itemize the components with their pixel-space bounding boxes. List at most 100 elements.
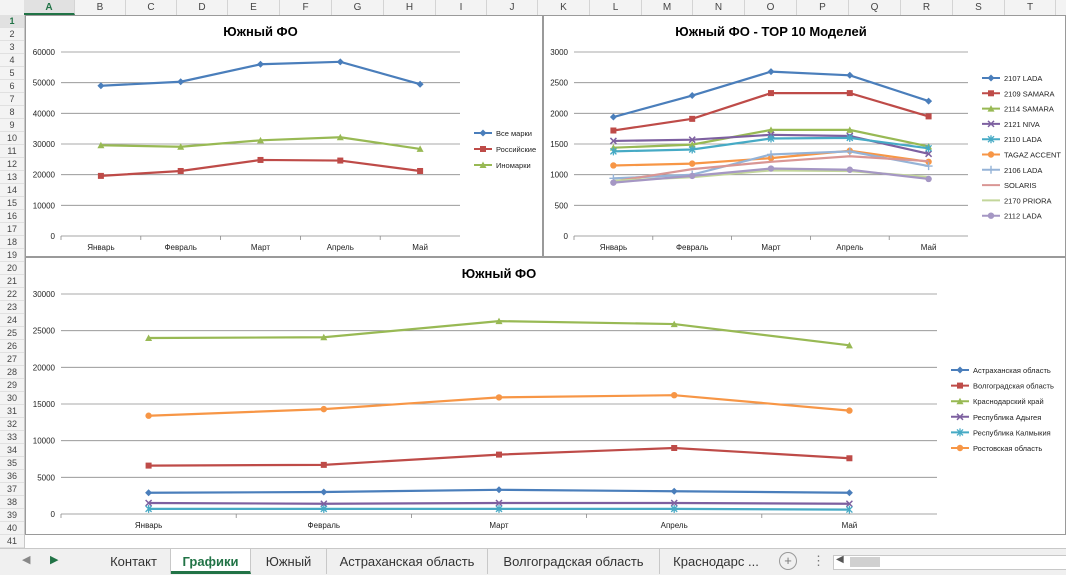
- row-header-18[interactable]: 18: [0, 236, 24, 249]
- row-header-11[interactable]: 11: [0, 145, 24, 158]
- series-2[interactable]: [145, 317, 853, 349]
- row-header-10[interactable]: 10: [0, 132, 24, 145]
- chart-regions[interactable]: Южный ФО 0 5000 10000 15000 20000 25000 30000 Ян…: [25, 257, 1066, 535]
- row-header-37[interactable]: 37: [0, 483, 24, 496]
- row-header-25[interactable]: 25: [0, 327, 24, 340]
- tab-options-icon[interactable]: ⋮: [812, 553, 825, 568]
- row-header-40[interactable]: 40: [0, 522, 24, 535]
- row-header-39[interactable]: 39: [0, 509, 24, 522]
- row-header-7[interactable]: 7: [0, 93, 24, 106]
- row-header-26[interactable]: 26: [0, 340, 24, 353]
- row-header-17[interactable]: 17: [0, 223, 24, 236]
- row-header-24[interactable]: 24: [0, 314, 24, 327]
- column-header-o[interactable]: O: [745, 0, 797, 15]
- row-header-31[interactable]: 31: [0, 405, 24, 418]
- row-header-41[interactable]: 41: [0, 535, 24, 548]
- series-line: [613, 91, 929, 132]
- row-header-20[interactable]: 20: [0, 262, 24, 275]
- data-point: [671, 392, 678, 399]
- column-header-k[interactable]: K: [538, 0, 590, 15]
- series-0[interactable]: [145, 486, 853, 497]
- column-header-j[interactable]: J: [487, 0, 538, 15]
- tab-scroll-left-icon[interactable]: ◀: [22, 554, 31, 566]
- series-1[interactable]: [97, 156, 424, 179]
- row-header-5[interactable]: 5: [0, 67, 24, 80]
- series-0[interactable]: [97, 58, 424, 90]
- row-header-8[interactable]: 8: [0, 106, 24, 119]
- series-1[interactable]: [610, 90, 932, 134]
- row-header-15[interactable]: 15: [0, 197, 24, 210]
- row-header-19[interactable]: 19: [0, 249, 24, 262]
- row-header-27[interactable]: 27: [0, 353, 24, 366]
- row-header-38[interactable]: 38: [0, 496, 24, 509]
- column-header-l[interactable]: L: [590, 0, 642, 15]
- chart-top10-models[interactable]: Южный ФО - TOP 10 Моделей 0 500 1000 1500 200…: [543, 15, 1066, 257]
- row-header-29[interactable]: 29: [0, 379, 24, 392]
- row-header-28[interactable]: 28: [0, 366, 24, 379]
- row-header-6[interactable]: 6: [0, 80, 24, 93]
- legend-marker: [479, 161, 487, 168]
- column-header-d[interactable]: D: [177, 0, 228, 15]
- column-header-h[interactable]: H: [384, 0, 436, 15]
- row-header-30[interactable]: 30: [0, 392, 24, 405]
- row-header-2[interactable]: 2: [0, 28, 24, 41]
- column-header-q[interactable]: Q: [849, 0, 901, 15]
- tab-scroll-right-icon[interactable]: ▶: [50, 554, 59, 566]
- series-5[interactable]: [145, 392, 853, 419]
- column-header-t[interactable]: T: [1005, 0, 1056, 15]
- tab-astrakhan[interactable]: Астраханская область: [327, 549, 488, 574]
- scroll-left-arrow-icon[interactable]: ◀: [836, 554, 844, 565]
- column-header-f[interactable]: F: [280, 0, 332, 15]
- column-header-e[interactable]: E: [228, 0, 280, 15]
- row-header-4[interactable]: 4: [0, 54, 24, 67]
- data-point: [416, 145, 424, 152]
- tab-kontakt[interactable]: Контакт: [97, 549, 171, 574]
- series-9[interactable]: [610, 165, 932, 186]
- row-header-33[interactable]: 33: [0, 431, 24, 444]
- add-sheet-icon[interactable]: +: [779, 552, 797, 570]
- column-header-a[interactable]: A: [24, 0, 75, 15]
- column-header-m[interactable]: M: [642, 0, 693, 15]
- row-header-35[interactable]: 35: [0, 457, 24, 470]
- legend-label: Астраханская область: [973, 366, 1051, 375]
- row-header-9[interactable]: 9: [0, 119, 24, 132]
- series-4[interactable]: [609, 133, 933, 156]
- series-0[interactable]: [609, 68, 933, 121]
- row-header-22[interactable]: 22: [0, 288, 24, 301]
- horizontal-scrollbar[interactable]: ◀: [833, 554, 1066, 570]
- scrollbar-thumb[interactable]: [850, 557, 880, 567]
- row-header-34[interactable]: 34: [0, 444, 24, 457]
- chart-total-sales[interactable]: Южный ФО 0 10000 20000 30000 40000 50000 60000 Я…: [25, 15, 543, 257]
- tab-volgograd[interactable]: Волгоградская область: [488, 549, 660, 574]
- row-header-32[interactable]: 32: [0, 418, 24, 431]
- row-header-1[interactable]: 1: [0, 15, 24, 28]
- legend-marker: [987, 105, 995, 112]
- series-2[interactable]: [97, 133, 424, 152]
- column-header-c[interactable]: C: [126, 0, 177, 15]
- row-header-16[interactable]: 16: [0, 210, 24, 223]
- column-header-s[interactable]: S: [953, 0, 1005, 15]
- column-header-n[interactable]: N: [693, 0, 745, 15]
- row-header-14[interactable]: 14: [0, 184, 24, 197]
- legend-marker: [987, 165, 995, 174]
- column-header-p[interactable]: P: [797, 0, 849, 15]
- column-header-b[interactable]: B: [75, 0, 126, 15]
- tab-krasnodar[interactable]: Краснодарс ...: [673, 554, 759, 569]
- series-7[interactable]: [613, 155, 929, 183]
- row-header-21[interactable]: 21: [0, 275, 24, 288]
- y-tick-label: 50000: [33, 79, 56, 88]
- tab-yuzhny[interactable]: Южный: [251, 549, 327, 574]
- row-header-12[interactable]: 12: [0, 158, 24, 171]
- sheet-tab-bar: ◀ ▶ Контакт Графики Южный Астраханская о…: [0, 548, 1066, 575]
- column-header-i[interactable]: I: [436, 0, 487, 15]
- row-header-3[interactable]: 3: [0, 41, 24, 54]
- series-1[interactable]: [145, 445, 853, 469]
- column-header-r[interactable]: R: [901, 0, 953, 15]
- series-4[interactable]: [145, 504, 853, 514]
- column-header-g[interactable]: G: [332, 0, 384, 15]
- tab-grafiki[interactable]: Графики: [171, 549, 251, 574]
- row-header-23[interactable]: 23: [0, 301, 24, 314]
- row-header-13[interactable]: 13: [0, 171, 24, 184]
- row-header-36[interactable]: 36: [0, 470, 24, 483]
- series-3[interactable]: [145, 499, 853, 508]
